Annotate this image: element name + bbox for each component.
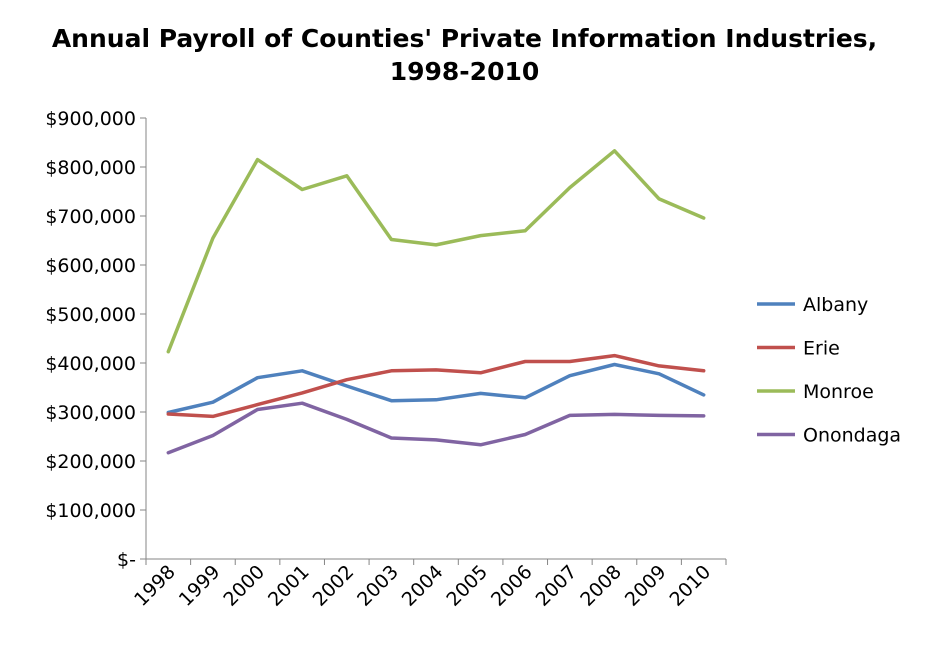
x-tick-label: 2006 [487, 561, 537, 611]
x-tick-label: 2004 [398, 561, 448, 611]
y-tick-label: $700,000 [45, 206, 136, 228]
x-tick-label: 1998 [130, 561, 180, 611]
y-tick-label: $400,000 [45, 353, 136, 375]
chart-title-line-1: Annual Payroll of Counties' Private Info… [51, 24, 878, 53]
series-line-albany [166, 362, 706, 415]
x-tick-label: 1999 [175, 561, 225, 611]
legend-label-onondaga: Onondaga [803, 425, 901, 447]
series-lines [166, 149, 706, 455]
x-tick-label: 2002 [309, 561, 359, 611]
y-tick-label: $800,000 [45, 157, 136, 179]
legend: Albany Erie Monroe Onondaga [757, 294, 901, 447]
chart-title: Annual Payroll of Counties' Private Info… [0, 22, 929, 88]
series-line-monroe [166, 149, 706, 354]
y-tick-label: $500,000 [45, 304, 136, 326]
x-tick-label: 2008 [576, 561, 626, 611]
legend-label-monroe: Monroe [803, 381, 874, 403]
x-axis-ticks: 1998199920002001200220032004200520062007… [130, 559, 727, 611]
x-tick-label: 2009 [621, 561, 671, 611]
legend-label-albany: Albany [803, 294, 868, 316]
x-tick-label: 2003 [353, 561, 403, 611]
y-tick-label: $900,000 [45, 108, 136, 130]
x-tick-label: 2005 [442, 561, 492, 611]
x-tick-label: 2007 [532, 561, 582, 611]
legend-label-erie: Erie [803, 338, 840, 360]
chart-title-line-2: 1998-2010 [389, 57, 540, 86]
x-tick-label: 2000 [219, 561, 269, 611]
series-line-onondaga [166, 401, 706, 455]
y-tick-label: $- [117, 549, 136, 571]
y-tick-label: $100,000 [45, 500, 136, 522]
y-tick-label: $300,000 [45, 402, 136, 424]
y-axis-ticks: $- $100,000 $200,000 $300,000 $400,000 $500,0… [45, 108, 146, 571]
x-tick-label: 2001 [264, 561, 314, 611]
y-tick-label: $600,000 [45, 255, 136, 277]
x-tick-label: 2010 [665, 561, 715, 611]
y-tick-label: $200,000 [45, 451, 136, 473]
series-line-erie [166, 353, 706, 419]
chart-axes [145, 118, 726, 560]
